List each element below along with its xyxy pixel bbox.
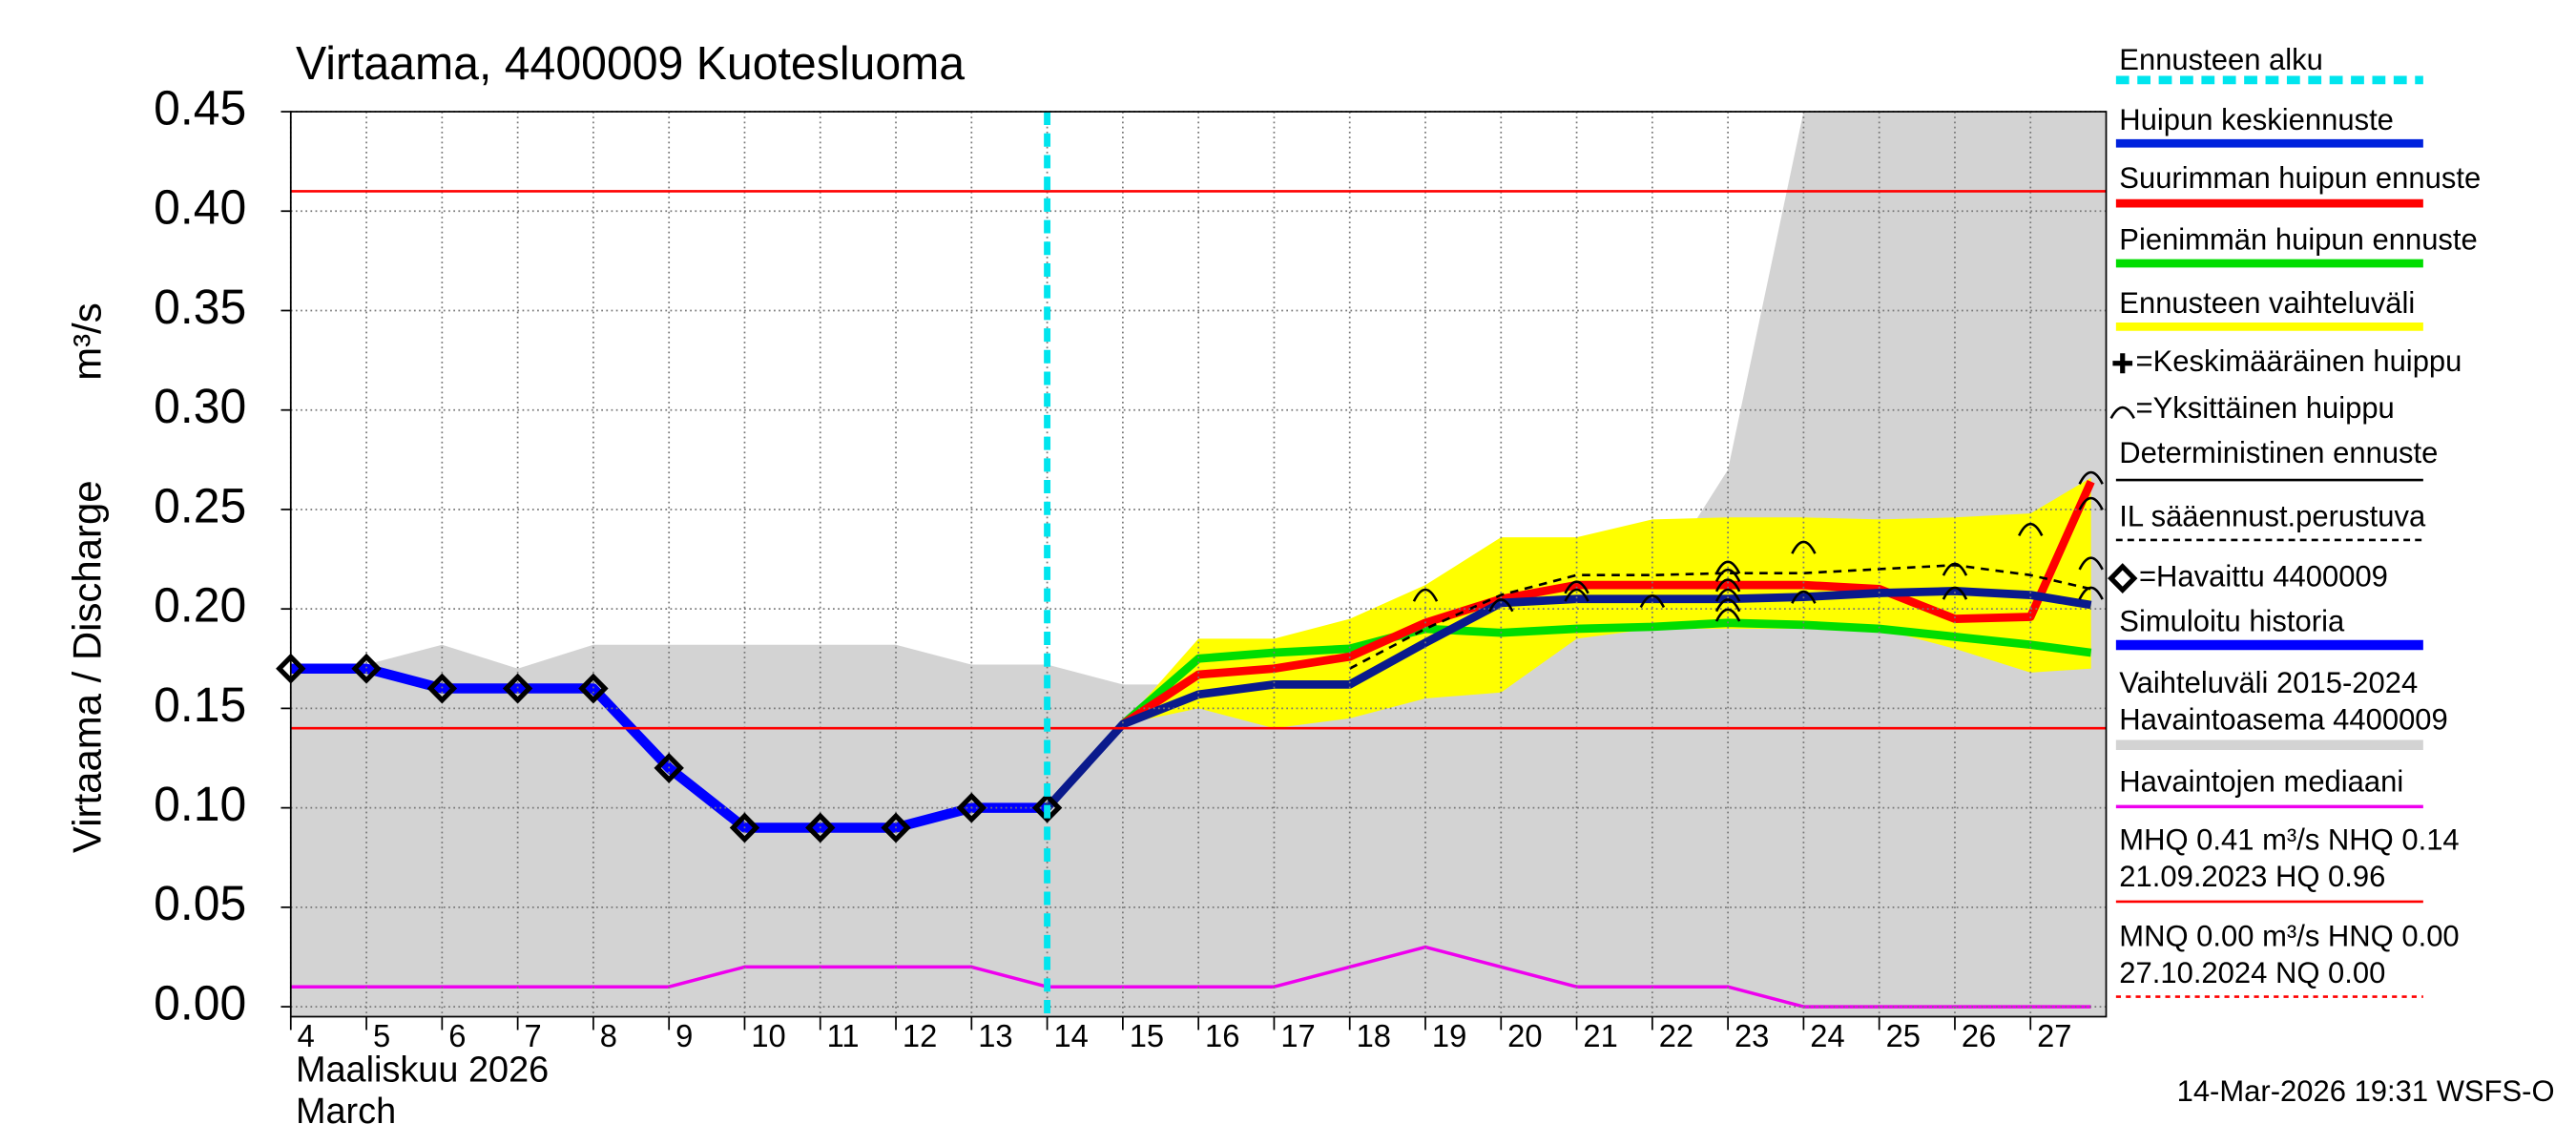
- historical-range: [290, 112, 2107, 1017]
- x-axis-label: March: [296, 1091, 396, 1132]
- x-tick-label: 15: [1130, 1018, 1164, 1053]
- series-line: [1349, 563, 2091, 670]
- x-tick-label: 22: [1659, 1018, 1693, 1053]
- x-tick-label: 8: [600, 1018, 617, 1053]
- y-tick-label: 0.25: [154, 478, 246, 532]
- y-tick-label: 0.05: [154, 876, 246, 930]
- y-tick-label: 0.15: [154, 677, 246, 731]
- y-axis-label: Virtaama / Discharge: [65, 480, 110, 853]
- x-axis-label: Maaliskuu 2026: [296, 1049, 549, 1090]
- x-tick-label: 10: [751, 1018, 785, 1053]
- legend-label: =Yksittäinen huippu: [2136, 391, 2395, 425]
- observed-marker: [729, 812, 760, 843]
- legend-label: =Keskimääräinen huippu: [2136, 344, 2462, 378]
- x-tick-label: 17: [1280, 1018, 1315, 1053]
- observed-marker: [502, 673, 533, 704]
- legend-symbol: [2109, 406, 2135, 420]
- observed-marker: [956, 792, 987, 823]
- legend-label: Vaihteluväli 2015-2024: [2119, 666, 2418, 699]
- y-tick-label: 0.20: [154, 577, 246, 632]
- y-axis-unit: m³/s: [65, 302, 110, 380]
- observed-marker: [805, 812, 836, 843]
- peak-marker: [2078, 586, 2104, 600]
- chart-title: Virtaama, 4400009 Kuotesluoma: [296, 37, 965, 89]
- x-tick-label: 25: [1886, 1018, 1921, 1053]
- legend-label: Simuloitu historia: [2119, 604, 2345, 637]
- legend-label: Ennusteen alku: [2119, 43, 2323, 76]
- legend-label: Huipun keskiennuste: [2119, 103, 2394, 136]
- legend-label: Deterministinen ennuste: [2119, 436, 2438, 469]
- x-tick-label: 20: [1507, 1018, 1542, 1053]
- x-tick-label: 19: [1432, 1018, 1466, 1053]
- x-tick-label: 14: [1053, 1018, 1088, 1053]
- peak-marker: [1714, 608, 1741, 622]
- peak-marker: [1791, 540, 1817, 554]
- x-tick-label: 11: [827, 1018, 860, 1053]
- x-tick-label: 16: [1205, 1018, 1239, 1053]
- legend-label: Ennusteen vaihteluväli: [2119, 286, 2415, 320]
- peak-marker: [1714, 588, 1741, 602]
- x-tick-label: 27: [2037, 1018, 2071, 1053]
- y-tick-label: 0.45: [154, 80, 246, 135]
- legend-label: MNQ 0.00 m³/s HNQ 0.00: [2119, 920, 2459, 953]
- observed-marker: [426, 673, 458, 704]
- x-tick-label: 7: [525, 1018, 542, 1053]
- peak-marker: [1412, 588, 1439, 602]
- observed-marker: [654, 753, 684, 783]
- peak-marker: [1942, 562, 1968, 576]
- legend-symbol: [2108, 563, 2138, 594]
- x-tick-label: 6: [448, 1018, 466, 1053]
- peak-marker: [1564, 580, 1589, 594]
- peak-marker: [1488, 598, 1514, 613]
- observed-marker: [1031, 792, 1063, 823]
- peak-marker: [1714, 578, 1741, 593]
- y-tick-label: 0.35: [154, 280, 246, 334]
- x-tick-label: 5: [373, 1018, 390, 1053]
- legend-label: Suurimman huipun ennuste: [2119, 161, 2481, 195]
- observed-marker: [351, 653, 382, 684]
- y-tick-label: 0.40: [154, 179, 246, 234]
- peak-marker: [2078, 556, 2104, 571]
- peak-marker: [1714, 560, 1741, 574]
- y-tick-label: 0.00: [154, 975, 246, 1030]
- series-line: [1044, 587, 2092, 811]
- legend-label: MHQ 0.41 m³/s NHQ 0.14: [2119, 822, 2459, 856]
- peak-marker: [1791, 590, 1817, 604]
- legend-label: 21.09.2023 HQ 0.96: [2119, 860, 2385, 893]
- x-tick-label: 26: [1962, 1018, 1996, 1053]
- peak-marker: [1639, 593, 1666, 609]
- y-tick-label: 0.10: [154, 777, 246, 831]
- legend-label: Pienimmän huipun ennuste: [2119, 222, 2477, 256]
- peak-marker: [1714, 568, 1741, 582]
- legend-label: Havaintojen mediaani: [2119, 764, 2403, 798]
- x-tick-label: 4: [298, 1018, 315, 1053]
- footer: 14-Mar-2026 19:31 WSFS-O: [2177, 1074, 2555, 1108]
- x-tick-label: 13: [978, 1018, 1012, 1053]
- x-tick-label: 12: [903, 1018, 937, 1053]
- legend-symbol: [2112, 353, 2133, 374]
- y-tick-label: 0.30: [154, 379, 246, 433]
- legend-label: IL sääennust.perustuva: [2119, 499, 2426, 532]
- peak-marker: [2018, 522, 2044, 537]
- legend-label: Havaintoasema 4400009: [2119, 702, 2447, 736]
- plot-frame: [289, 111, 2108, 1018]
- x-tick-label: 23: [1735, 1018, 1769, 1053]
- series-line: [1120, 479, 2095, 728]
- legend-label: 27.10.2024 NQ 0.00: [2119, 956, 2385, 989]
- legend-label: =Havaittu 4400009: [2139, 559, 2388, 593]
- x-tick-label: 24: [1810, 1018, 1844, 1053]
- peak-marker: [1564, 588, 1589, 602]
- series-line: [1120, 618, 2092, 728]
- x-tick-label: 18: [1357, 1018, 1391, 1053]
- peak-marker: [2078, 496, 2104, 510]
- observed-marker: [881, 812, 911, 843]
- peak-marker: [2078, 470, 2104, 485]
- x-tick-label: 9: [675, 1018, 693, 1053]
- observed-marker: [578, 673, 609, 704]
- x-tick-label: 21: [1583, 1018, 1617, 1053]
- peak-marker: [1942, 586, 1968, 600]
- peak-marker: [1714, 598, 1741, 613]
